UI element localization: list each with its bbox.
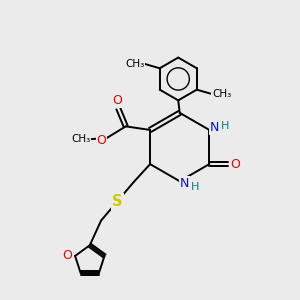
Text: S: S xyxy=(112,194,123,209)
Text: O: O xyxy=(63,249,73,262)
Text: CH₃: CH₃ xyxy=(71,134,91,144)
Text: H: H xyxy=(220,121,229,131)
Text: N: N xyxy=(180,177,190,190)
Text: CH₃: CH₃ xyxy=(212,89,231,99)
Text: O: O xyxy=(230,158,240,171)
Text: H: H xyxy=(191,182,200,192)
Text: CH₃: CH₃ xyxy=(125,59,144,69)
Text: N: N xyxy=(210,121,219,134)
Text: O: O xyxy=(97,134,106,146)
Text: O: O xyxy=(112,94,122,107)
